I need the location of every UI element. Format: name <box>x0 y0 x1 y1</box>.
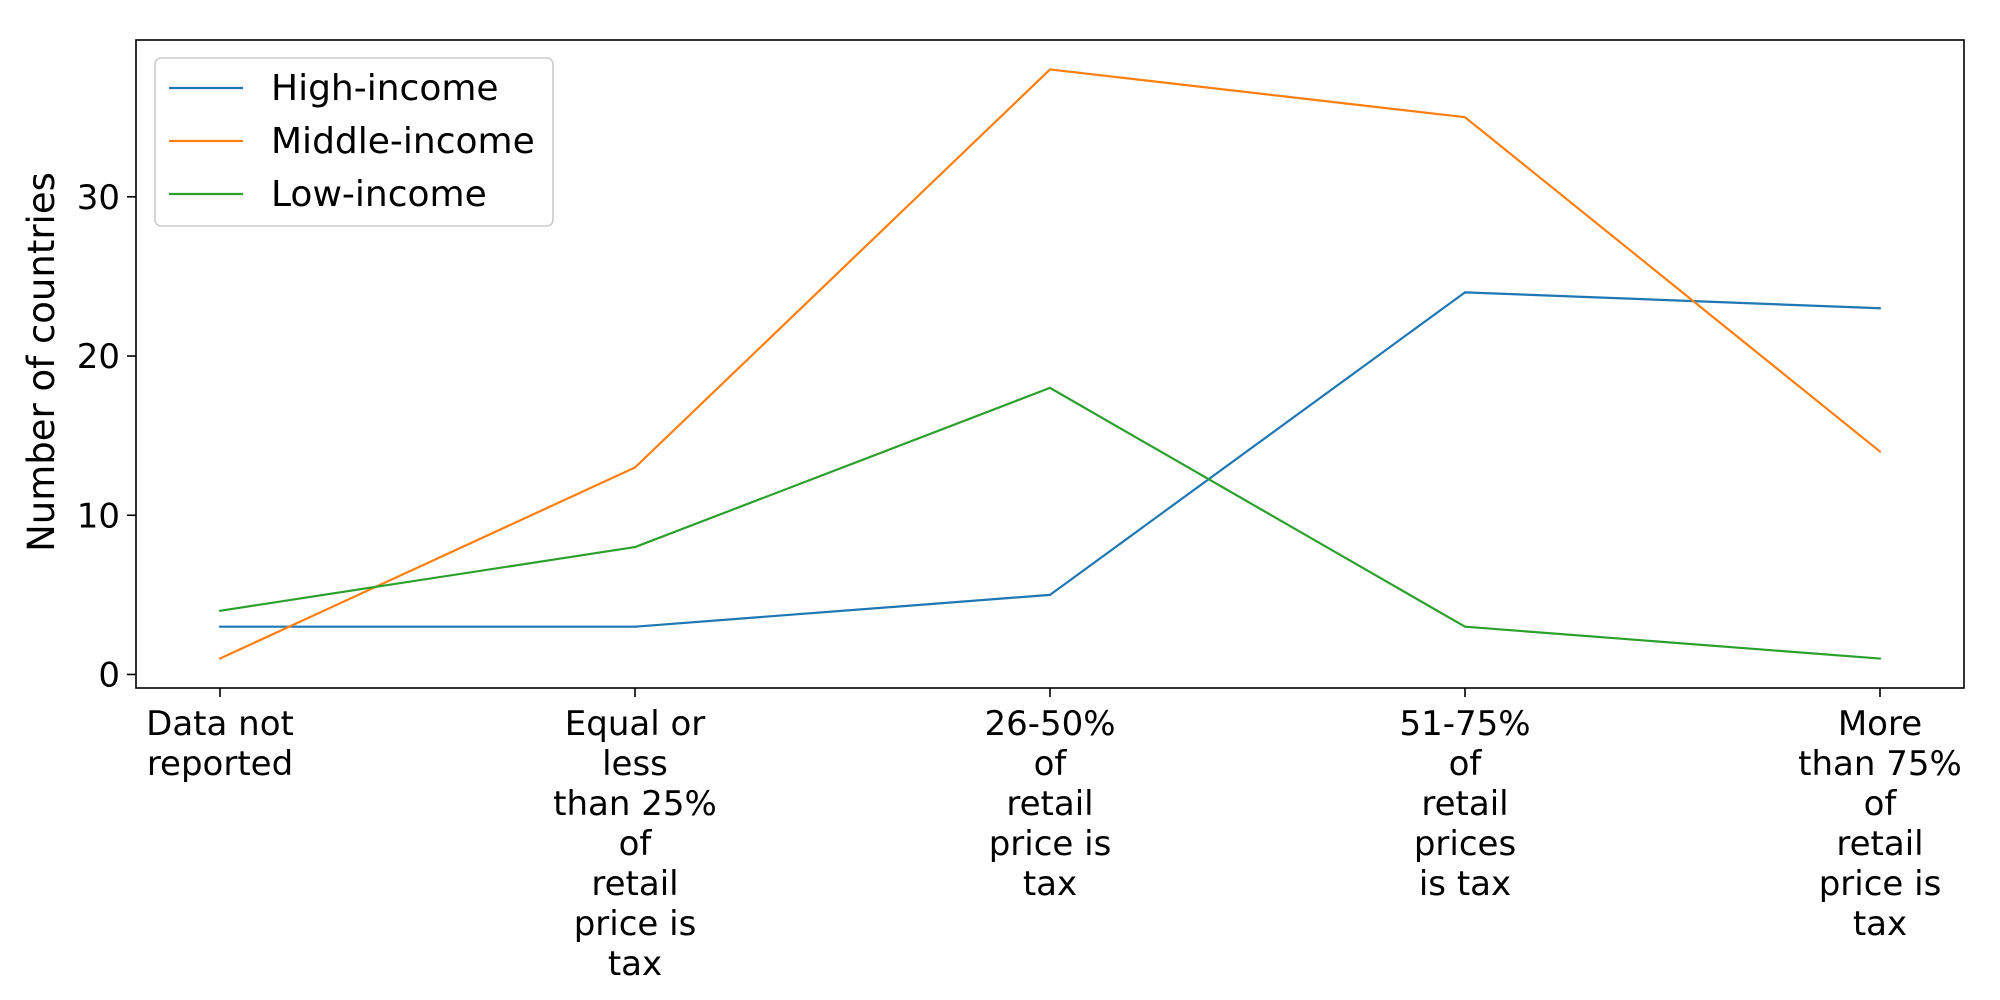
y-tick-label: 30 <box>77 178 120 218</box>
data-point-middle-income <box>1463 116 1467 119</box>
data-point-low-income <box>218 609 222 612</box>
data-point-high-income <box>1048 593 1052 596</box>
data-point-middle-income <box>633 466 637 469</box>
y-tick-label: 10 <box>77 496 120 536</box>
legend-label-low-income: Low-income <box>271 174 487 215</box>
series-layer <box>218 68 1882 660</box>
y-tick-label: 0 <box>98 655 120 695</box>
x-tick-label: Data not reported <box>146 704 294 784</box>
data-point-low-income <box>1878 657 1882 660</box>
legend-label-middle-income: Middle-income <box>271 121 535 162</box>
legend-label-high-income: High-income <box>271 68 499 109</box>
x-tick-label: 51-75% of retail prices is tax <box>1399 704 1530 904</box>
y-tick-label: 20 <box>77 337 120 377</box>
legend: High-income Middle-income Low-income <box>154 57 554 227</box>
legend-box <box>154 57 554 227</box>
data-point-middle-income <box>1878 450 1882 453</box>
data-point-high-income <box>1463 291 1467 294</box>
data-point-low-income <box>1463 625 1467 628</box>
y-axis-label: Number of countries <box>20 172 63 552</box>
x-axis: Data not reported Equal or less than 25% of re… <box>146 688 1962 984</box>
y-axis: 0 10 20 30 <box>77 178 136 695</box>
x-tick-label: Equal or less than 25% of retail price is tax <box>553 704 717 984</box>
data-point-high-income <box>633 625 637 628</box>
x-tick-label: More than 75% of retail price is tax <box>1798 704 1962 944</box>
data-point-middle-income <box>218 657 222 660</box>
x-tick-label: 26-50% of retail price is tax <box>984 704 1115 904</box>
data-point-high-income <box>218 625 222 628</box>
data-point-middle-income <box>1048 68 1052 71</box>
data-point-low-income <box>633 545 637 549</box>
data-point-high-income <box>1878 307 1882 310</box>
data-point-low-income <box>1048 386 1052 389</box>
